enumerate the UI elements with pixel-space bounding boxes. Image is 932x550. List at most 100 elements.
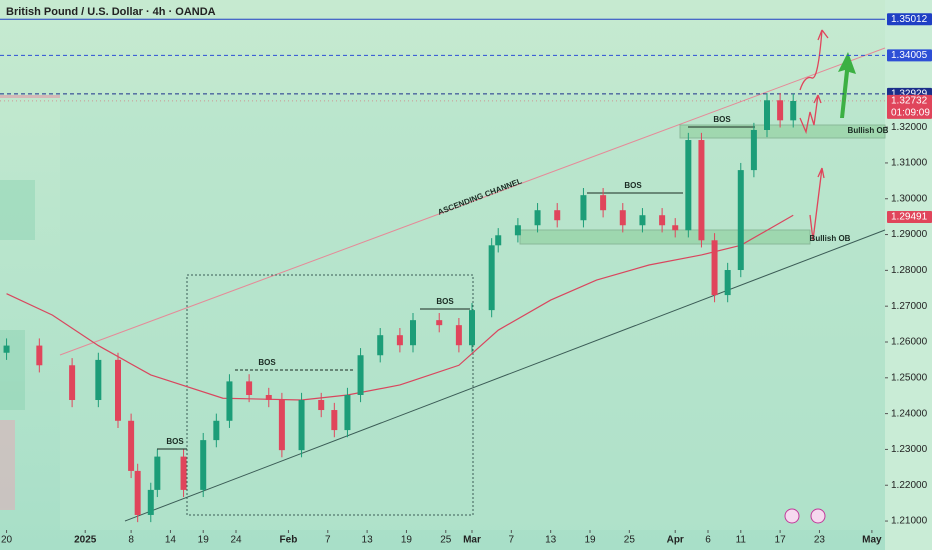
icon — [784, 508, 800, 524]
x-tick-label: 19 — [198, 535, 210, 546]
candle-body — [724, 270, 731, 296]
annotation: Bullish OB — [810, 234, 851, 243]
level-label: 1.32732 — [891, 96, 928, 107]
candle-body — [619, 210, 626, 226]
x-tick-label: 11 — [736, 535, 747, 546]
candle-body — [147, 489, 154, 515]
y-tick-label: 1.26000 — [891, 337, 928, 348]
candle-body — [36, 345, 43, 366]
candle-body — [534, 210, 541, 226]
y-tick-label: 1.24000 — [891, 408, 928, 419]
level-label: 1.34005 — [891, 50, 928, 61]
candle-body — [410, 320, 416, 346]
candle-body — [357, 355, 364, 395]
x-tick-label: 2025 — [74, 535, 97, 546]
candle-body — [790, 100, 797, 121]
x-tick-label: 23 — [814, 535, 826, 546]
x-tick-label: 20 — [1, 535, 13, 546]
annotation: BOS — [258, 358, 276, 367]
profile-bar — [0, 330, 25, 410]
channel-lower — [124, 229, 886, 522]
candle-body — [298, 400, 305, 451]
candle-body — [436, 320, 443, 326]
chart-title: British Pound / U.S. Dollar · 4h · OANDA — [6, 6, 216, 18]
icon — [810, 508, 826, 524]
x-tick-label: 7 — [509, 535, 515, 546]
candle-body — [495, 235, 502, 246]
candle-body — [488, 245, 495, 311]
x-tick-label: 25 — [624, 535, 636, 546]
candle-body — [278, 400, 285, 451]
x-tick-label: Feb — [280, 535, 298, 546]
candle-body — [213, 420, 220, 441]
candle-body — [344, 394, 351, 431]
candle-body — [777, 100, 784, 121]
y-tick-label: 1.30000 — [891, 193, 928, 204]
arrow — [799, 29, 829, 91]
candle-body — [514, 225, 521, 236]
annotation: BOS — [713, 115, 731, 124]
x-tick-label: 13 — [362, 535, 374, 546]
level-tag — [887, 94, 932, 119]
candle-body — [128, 420, 135, 471]
y-tick-label: 1.32000 — [891, 122, 928, 133]
candle-body — [3, 345, 10, 353]
arrow — [799, 94, 822, 135]
annotation: Bullish OB — [848, 126, 889, 135]
candle-body — [246, 381, 253, 395]
level-tag — [887, 210, 932, 223]
profile-bar — [0, 95, 60, 98]
level-tag — [887, 13, 932, 26]
profile-bar — [0, 180, 35, 240]
candle-body — [226, 381, 233, 421]
x-tick-label: May — [862, 535, 882, 546]
y-tick-label: 1.21000 — [891, 516, 928, 527]
candle-body — [469, 310, 475, 346]
candle-body — [554, 210, 561, 221]
candle-body — [69, 365, 76, 401]
projection-arrows — [799, 29, 829, 241]
candle-body — [318, 400, 325, 411]
y-tick-label: 1.22000 — [891, 480, 928, 491]
candle-body — [265, 394, 272, 401]
candle-body — [764, 100, 770, 130]
candle-body — [600, 195, 607, 211]
x-tick-label: 24 — [230, 535, 242, 546]
y-tick-label: 1.28000 — [891, 265, 928, 276]
candle-body — [750, 129, 757, 171]
candle-body — [396, 335, 403, 346]
x-tick-label: 25 — [440, 535, 452, 546]
x-tick-label: 19 — [584, 535, 596, 546]
volume-profile — [0, 95, 60, 510]
y-tick-label: 1.23000 — [891, 444, 928, 455]
order-block — [519, 229, 811, 245]
candle-body — [455, 325, 462, 346]
y-tick-label: 1.27000 — [891, 301, 928, 312]
profile-bar — [0, 420, 15, 510]
candle-body — [180, 456, 187, 490]
y-tick-label: 1.29000 — [891, 229, 928, 240]
moving-average — [6, 214, 794, 401]
candle-body — [737, 170, 744, 271]
candle-body — [115, 359, 121, 421]
x-tick-label: Mar — [463, 535, 481, 546]
channel-upper — [59, 47, 886, 356]
order-block — [679, 124, 886, 139]
x-tick-label: 19 — [401, 535, 413, 546]
annotation: BOS — [624, 181, 642, 190]
bullish-arrow — [838, 52, 856, 118]
arrow — [809, 167, 825, 241]
candles — [3, 93, 797, 523]
x-tick-label: 13 — [545, 535, 557, 546]
candle-body — [134, 470, 141, 515]
level-label: 1.29491 — [891, 212, 928, 223]
annotation: BOS — [436, 297, 454, 306]
candle-body — [672, 225, 679, 231]
y-tick-label: 1.31000 — [891, 158, 928, 169]
level-tag — [887, 49, 932, 62]
candle-body — [698, 140, 705, 241]
level-label: 1.32929 — [891, 89, 928, 100]
x-tick-label: 14 — [165, 535, 177, 546]
level-label: 1.35012 — [891, 14, 928, 25]
x-tick-label: 7 — [325, 535, 331, 546]
